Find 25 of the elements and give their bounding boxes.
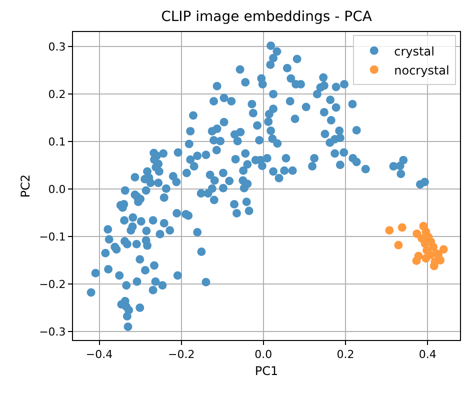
point: [429, 242, 438, 252]
y-tick-label: 0.2: [48, 88, 66, 102]
legend-label: crystal: [394, 44, 434, 58]
x-tick-label: −0.4: [86, 348, 113, 362]
point: [439, 245, 448, 254]
point: [394, 240, 403, 250]
x-tick-label: 0.4: [418, 348, 436, 362]
chart-title: CLIP image embeddings - PCA: [161, 8, 372, 25]
y-tick-label: 0.1: [48, 135, 66, 148]
y-tick-label: 0.0: [48, 182, 66, 196]
y-axis-title: PC2: [18, 174, 32, 198]
y-tick-label: −0.3: [39, 325, 66, 338]
point: [412, 229, 422, 238]
x-axis-title: PC1: [254, 364, 278, 378]
point: [385, 226, 394, 235]
y-tick-label: 0.3: [48, 40, 66, 54]
x-tick-label: −0.2: [168, 348, 195, 362]
x-tick-label: 0.2: [336, 348, 354, 362]
x-tick-label: 0.0: [254, 348, 272, 362]
legend-label: nocrystal: [394, 63, 450, 78]
point: [422, 254, 430, 263]
y-tick-label: −0.1: [39, 230, 66, 244]
point: [412, 256, 421, 265]
y-tick-label: −0.2: [39, 278, 66, 291]
point: [398, 223, 406, 232]
